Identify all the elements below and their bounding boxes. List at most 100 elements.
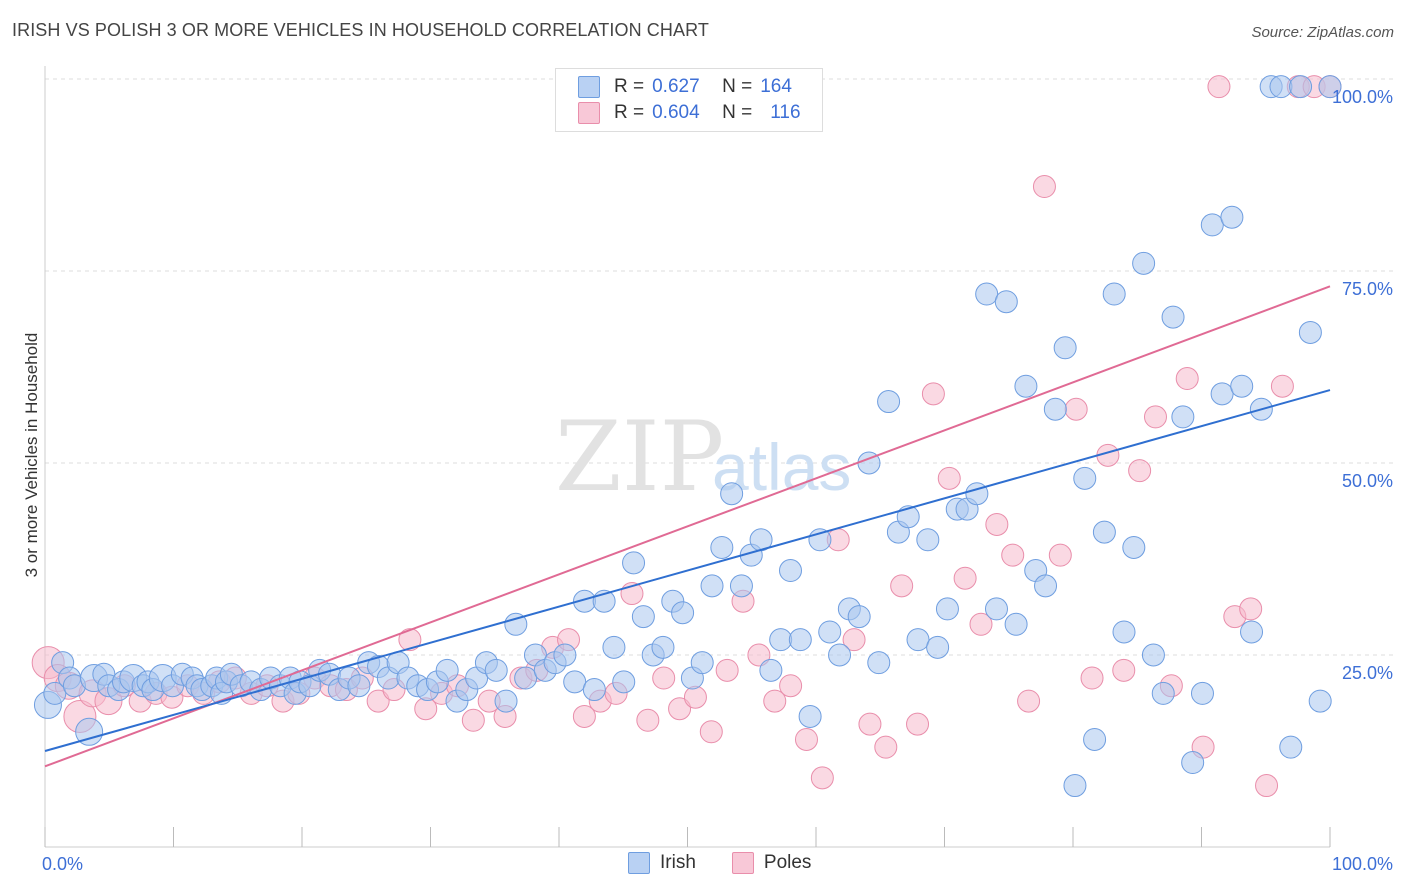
irish-point <box>612 670 636 694</box>
y-tick-label: 50.0% <box>1342 471 1393 491</box>
x-tick-label: 100.0% <box>1332 854 1393 874</box>
poles-point <box>747 643 771 667</box>
irish-point <box>514 666 538 690</box>
poles-point <box>794 727 818 751</box>
poles-point <box>1048 543 1072 567</box>
irish-point <box>1161 305 1185 329</box>
poles-point <box>1080 666 1104 690</box>
r-value: 0.604 <box>652 102 700 123</box>
poles-point <box>858 712 882 736</box>
irish-point <box>494 689 518 713</box>
poles-point <box>683 685 707 709</box>
irish-point <box>1289 75 1313 99</box>
irish-point <box>965 482 989 506</box>
irish-point <box>1132 251 1156 275</box>
poles-point <box>668 697 692 721</box>
irish-point <box>1014 374 1038 398</box>
irish-point <box>347 674 371 698</box>
irish-point <box>710 535 734 559</box>
poles-point <box>810 766 834 790</box>
irish-point <box>867 651 891 675</box>
poles-point <box>461 708 485 732</box>
irish-point <box>690 651 714 675</box>
irish-point <box>1279 735 1303 759</box>
n-value: 116 <box>770 102 801 123</box>
n-label: N = <box>722 76 753 97</box>
poles-point <box>715 658 739 682</box>
poles-point <box>572 704 596 728</box>
poles-point <box>779 674 803 698</box>
poles-point <box>699 720 723 744</box>
irish-point <box>1269 75 1293 99</box>
poles-point <box>652 666 676 690</box>
poles-point <box>1270 374 1294 398</box>
y-tick-label: 75.0% <box>1342 279 1393 299</box>
irish-point <box>729 574 753 598</box>
irish-point <box>1200 213 1224 237</box>
irish-swatch <box>628 852 650 874</box>
irish-point <box>1034 574 1058 598</box>
poles-point <box>969 612 993 636</box>
irish-point <box>43 681 67 705</box>
poles-point <box>1239 597 1263 621</box>
r-label: R = <box>614 76 645 97</box>
irish-point <box>720 482 744 506</box>
poles-point <box>842 628 866 652</box>
poles-point <box>398 628 422 652</box>
irish-swatch <box>578 76 600 98</box>
irish-point <box>1171 405 1195 429</box>
source-label: Source: ZipAtlas.com <box>1251 24 1394 41</box>
poles-point <box>1032 175 1056 199</box>
tick-labels: 25.0% 50.0% 75.0% 100.0% 0.0% 100.0% <box>42 87 1393 874</box>
irish-point <box>1043 397 1067 421</box>
irish-point <box>1220 205 1244 229</box>
irish-point <box>1151 681 1175 705</box>
irish-trend-line <box>44 389 1331 752</box>
irish-point <box>818 620 842 644</box>
n-value: 164 <box>760 76 792 97</box>
irish-point <box>769 628 793 652</box>
poles-point <box>763 689 787 713</box>
r-value: 0.627 <box>652 76 700 97</box>
poles-point <box>1255 774 1279 798</box>
irish-point <box>1092 520 1116 544</box>
irish-point <box>1083 727 1107 751</box>
irish-point <box>935 597 959 621</box>
irish-point <box>1053 336 1077 360</box>
poles-point <box>1143 405 1167 429</box>
irish-point <box>1190 681 1214 705</box>
n-label: N = <box>722 102 753 123</box>
irish-point <box>798 704 822 728</box>
irish-point <box>602 635 626 659</box>
irish-point <box>1122 535 1146 559</box>
irish-point <box>1181 751 1205 775</box>
irish-points <box>33 75 1342 798</box>
poles-point <box>921 382 945 406</box>
irish-point <box>984 597 1008 621</box>
poles-point <box>1175 367 1199 391</box>
irish-point <box>1240 620 1264 644</box>
poles-point <box>1128 459 1152 483</box>
legend-item-irish: Irish <box>628 852 696 874</box>
irish-point <box>1210 382 1234 406</box>
irish-point <box>700 574 724 598</box>
poles-point <box>906 712 930 736</box>
irish-point <box>975 282 999 306</box>
irish-point <box>504 612 528 636</box>
irish-point <box>651 635 675 659</box>
irish-point <box>1298 320 1322 344</box>
irish-point <box>828 643 852 667</box>
irish-point <box>916 528 940 552</box>
irish-point <box>1004 612 1028 636</box>
irish-point <box>1318 75 1342 99</box>
poles-point <box>636 708 660 732</box>
poles-point <box>890 574 914 598</box>
poles-point <box>366 689 390 713</box>
poles-point <box>1112 658 1136 682</box>
trend-lines <box>44 285 1331 768</box>
irish-point <box>1308 689 1332 713</box>
irish-point <box>759 658 783 682</box>
irish-point <box>1073 466 1097 490</box>
irish-point <box>896 505 920 529</box>
y-tick-label: 100.0% <box>1332 87 1393 107</box>
